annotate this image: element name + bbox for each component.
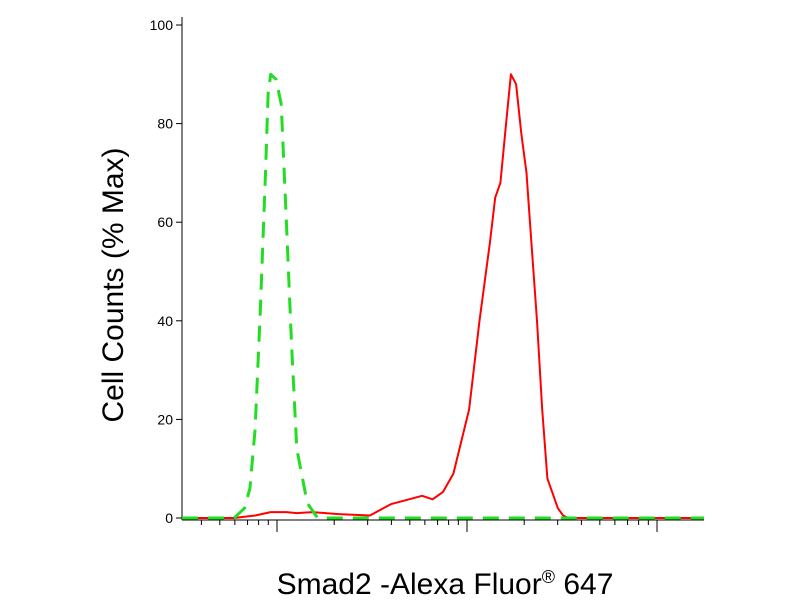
series-layer [182, 72, 704, 520]
y-tick-label-20: 20 [157, 411, 173, 427]
x-axis-label: Smad2 -Alexa Fluor® 647 [277, 567, 614, 600]
x-axis-label-tail: 647 [555, 568, 613, 600]
y-ticks: 0 20 40 60 80 100 [150, 17, 182, 526]
y-tick-label-0: 0 [165, 510, 173, 526]
y-tick-label-40: 40 [157, 313, 173, 329]
y-tick-label-80: 80 [157, 116, 173, 132]
x-axis-label-main: Smad2 -Alexa Fluor [277, 568, 542, 600]
series-line-red-solid [182, 73, 704, 519]
y-tick-label-60: 60 [157, 214, 173, 230]
y-tick-label-100: 100 [150, 17, 174, 33]
y-axis: 0 20 40 60 80 100 [150, 17, 183, 526]
series-line-green-dashed [182, 72, 704, 520]
x-ticks [200, 520, 658, 532]
y-axis-label: Cell Counts (% Max) [97, 147, 130, 422]
x-axis [182, 519, 704, 532]
x-axis-label-registered: ® [542, 567, 555, 587]
